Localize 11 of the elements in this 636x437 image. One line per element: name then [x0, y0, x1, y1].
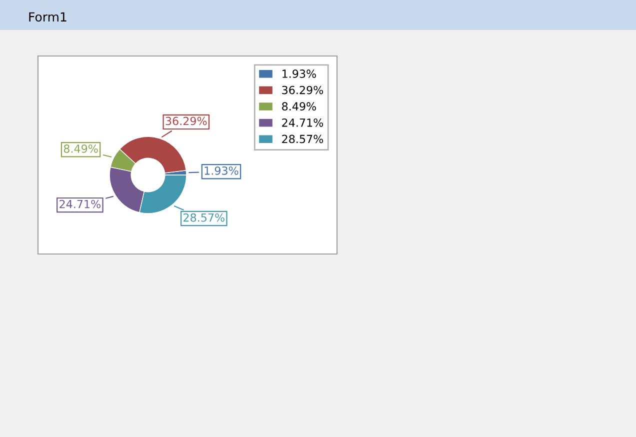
text: Form1	[29, 12, 66, 22]
legend-label: 1.93%	[282, 70, 316, 78]
data-label: 28.57%	[184, 213, 224, 222]
data-label: 8.49%	[64, 144, 98, 153]
legend-label: 36.29%	[282, 86, 324, 94]
data-label: 1.93%	[204, 166, 238, 175]
data-label: 24.71%	[60, 200, 101, 208]
legend-label: 28.57%	[282, 134, 324, 144]
data-label: 36.29%	[166, 116, 207, 126]
legend-label: 24.71%	[282, 118, 324, 127]
legend-label: 8.49%	[282, 102, 316, 111]
